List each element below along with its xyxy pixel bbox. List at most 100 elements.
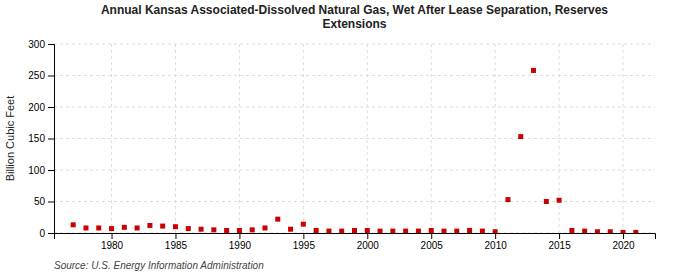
grid-line bbox=[623, 44, 624, 233]
point bbox=[352, 228, 357, 233]
tick-mark bbox=[239, 233, 240, 239]
point bbox=[122, 225, 127, 230]
point bbox=[224, 228, 229, 233]
tick: 2000 bbox=[357, 233, 380, 251]
point bbox=[314, 228, 319, 233]
tick-mark bbox=[303, 233, 304, 239]
tick-label: 200 bbox=[28, 102, 45, 113]
point bbox=[493, 229, 498, 233]
grid-line bbox=[54, 107, 655, 108]
point bbox=[186, 226, 191, 231]
tick-mark bbox=[48, 170, 54, 171]
point bbox=[288, 227, 293, 232]
point bbox=[442, 229, 447, 233]
point bbox=[301, 222, 306, 227]
source-note: Source: U.S. Energy Information Administ… bbox=[54, 260, 264, 271]
point bbox=[505, 197, 510, 202]
point bbox=[237, 228, 242, 233]
point bbox=[557, 198, 562, 203]
tick: 1995 bbox=[293, 233, 316, 251]
grid-line bbox=[303, 44, 304, 233]
axis-line bbox=[55, 234, 656, 240]
grid-line bbox=[54, 75, 655, 76]
point bbox=[71, 222, 76, 227]
tick-mark bbox=[367, 233, 368, 239]
grid bbox=[54, 44, 655, 233]
tick: 0 bbox=[39, 228, 54, 239]
tick: 200 bbox=[28, 102, 54, 113]
point bbox=[633, 230, 638, 233]
point bbox=[147, 223, 152, 228]
point bbox=[608, 229, 613, 233]
point bbox=[531, 68, 536, 73]
title: Annual Kansas Associated-Dissolved Natur… bbox=[101, 3, 608, 31]
y-axis: 0 50 100 150 200 250 300 bbox=[28, 39, 54, 239]
point bbox=[595, 229, 600, 233]
tick-mark bbox=[48, 202, 54, 203]
tick-mark bbox=[431, 233, 432, 239]
point bbox=[199, 227, 204, 232]
tick-label: 1980 bbox=[101, 240, 124, 251]
point bbox=[250, 227, 255, 232]
chart: 1980 1985 1990 1995 2000 2005 2010 2015 2020 0 50 1… bbox=[0, 0, 675, 275]
tick-mark bbox=[48, 139, 54, 140]
point bbox=[275, 217, 280, 222]
point bbox=[378, 229, 383, 233]
tick: 2015 bbox=[548, 233, 571, 251]
x-axis: 1980 1985 1990 1995 2000 2005 2010 2015 2020 bbox=[55, 233, 656, 251]
tick-mark bbox=[48, 44, 54, 45]
tick: 1980 bbox=[101, 233, 124, 251]
grid-line bbox=[431, 44, 432, 233]
tick-mark bbox=[559, 233, 560, 239]
grid-line bbox=[54, 201, 655, 202]
tick: 1990 bbox=[229, 233, 252, 251]
tick-label: 1995 bbox=[293, 240, 316, 251]
tick: 2005 bbox=[421, 233, 444, 251]
point bbox=[83, 225, 88, 230]
point bbox=[211, 227, 216, 232]
point bbox=[621, 230, 626, 233]
point bbox=[339, 229, 344, 233]
grid-line bbox=[54, 138, 655, 139]
point bbox=[173, 224, 178, 229]
tick-mark bbox=[495, 233, 496, 239]
tick-label: 150 bbox=[28, 133, 45, 144]
tick: 100 bbox=[28, 165, 54, 176]
tick: 300 bbox=[28, 39, 54, 50]
tick: 1985 bbox=[165, 233, 188, 251]
tick: 2010 bbox=[485, 233, 508, 251]
point bbox=[429, 228, 434, 233]
tick-label: 2000 bbox=[357, 240, 380, 251]
tick: 250 bbox=[28, 70, 54, 81]
tick-label: 2015 bbox=[548, 240, 571, 251]
point bbox=[582, 229, 587, 233]
grid-line bbox=[54, 170, 655, 171]
point bbox=[365, 228, 370, 233]
tick-label: 2005 bbox=[421, 240, 444, 251]
point bbox=[416, 229, 421, 233]
tick: 50 bbox=[34, 196, 54, 207]
tick: 2020 bbox=[612, 233, 635, 251]
point bbox=[569, 228, 574, 233]
grid-line bbox=[111, 44, 112, 233]
tick-mark bbox=[48, 76, 54, 77]
grid-line bbox=[239, 44, 240, 233]
point bbox=[390, 229, 395, 233]
tick: 150 bbox=[28, 133, 54, 144]
axis-line bbox=[48, 45, 55, 234]
point bbox=[262, 225, 267, 230]
point bbox=[480, 229, 485, 233]
y-axis-label: Billion Cubic Feet bbox=[4, 96, 16, 182]
point bbox=[544, 199, 549, 204]
tick-mark bbox=[112, 233, 113, 239]
point bbox=[109, 226, 114, 231]
point bbox=[518, 134, 523, 139]
tick-label: 0 bbox=[39, 228, 45, 239]
point bbox=[135, 225, 140, 230]
tick-label: 1990 bbox=[229, 240, 252, 251]
tick-mark bbox=[623, 233, 624, 239]
tick-label: 2010 bbox=[485, 240, 508, 251]
point bbox=[160, 224, 165, 229]
tick-mark bbox=[48, 107, 54, 108]
tick-label: 300 bbox=[28, 39, 45, 50]
